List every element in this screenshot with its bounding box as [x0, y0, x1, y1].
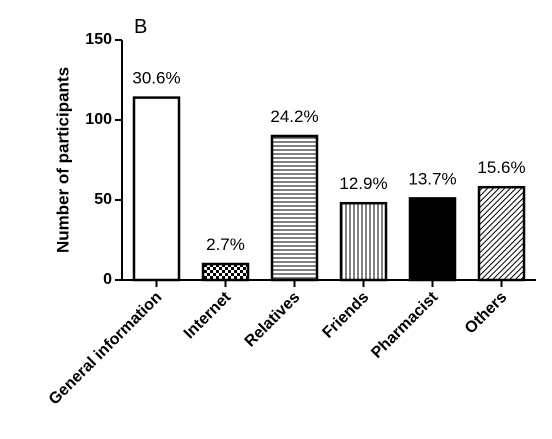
y-tick-label: 150 — [85, 31, 112, 48]
x-tick-label: Relatives — [242, 289, 304, 351]
x-tick-label: Friends — [319, 289, 372, 342]
x-tick-label: General information — [46, 289, 166, 409]
bar-annotation: 15.6% — [477, 158, 525, 177]
bar-annotation: 12.9% — [339, 174, 387, 193]
y-tick-label: 100 — [85, 111, 112, 128]
bar — [270, 134, 319, 282]
x-tick-label: Internet — [181, 288, 235, 342]
bar-annotation: 30.6% — [132, 69, 180, 88]
bar — [408, 197, 457, 282]
x-tick-label: Pharmacist — [368, 288, 441, 361]
bar — [477, 185, 526, 282]
x-tick-label: Others — [462, 289, 511, 338]
bar-annotation: 13.7% — [408, 169, 456, 188]
bar — [132, 96, 181, 282]
bar-annotation: 24.2% — [270, 107, 318, 126]
bar — [339, 201, 388, 282]
panel-label: B — [134, 16, 147, 38]
bar — [201, 262, 250, 282]
y-tick-label: 50 — [94, 191, 112, 208]
bar-annotation: 2.7% — [206, 235, 245, 254]
y-tick-label: 0 — [103, 271, 112, 288]
y-axis-label: Number of participants — [53, 67, 72, 253]
